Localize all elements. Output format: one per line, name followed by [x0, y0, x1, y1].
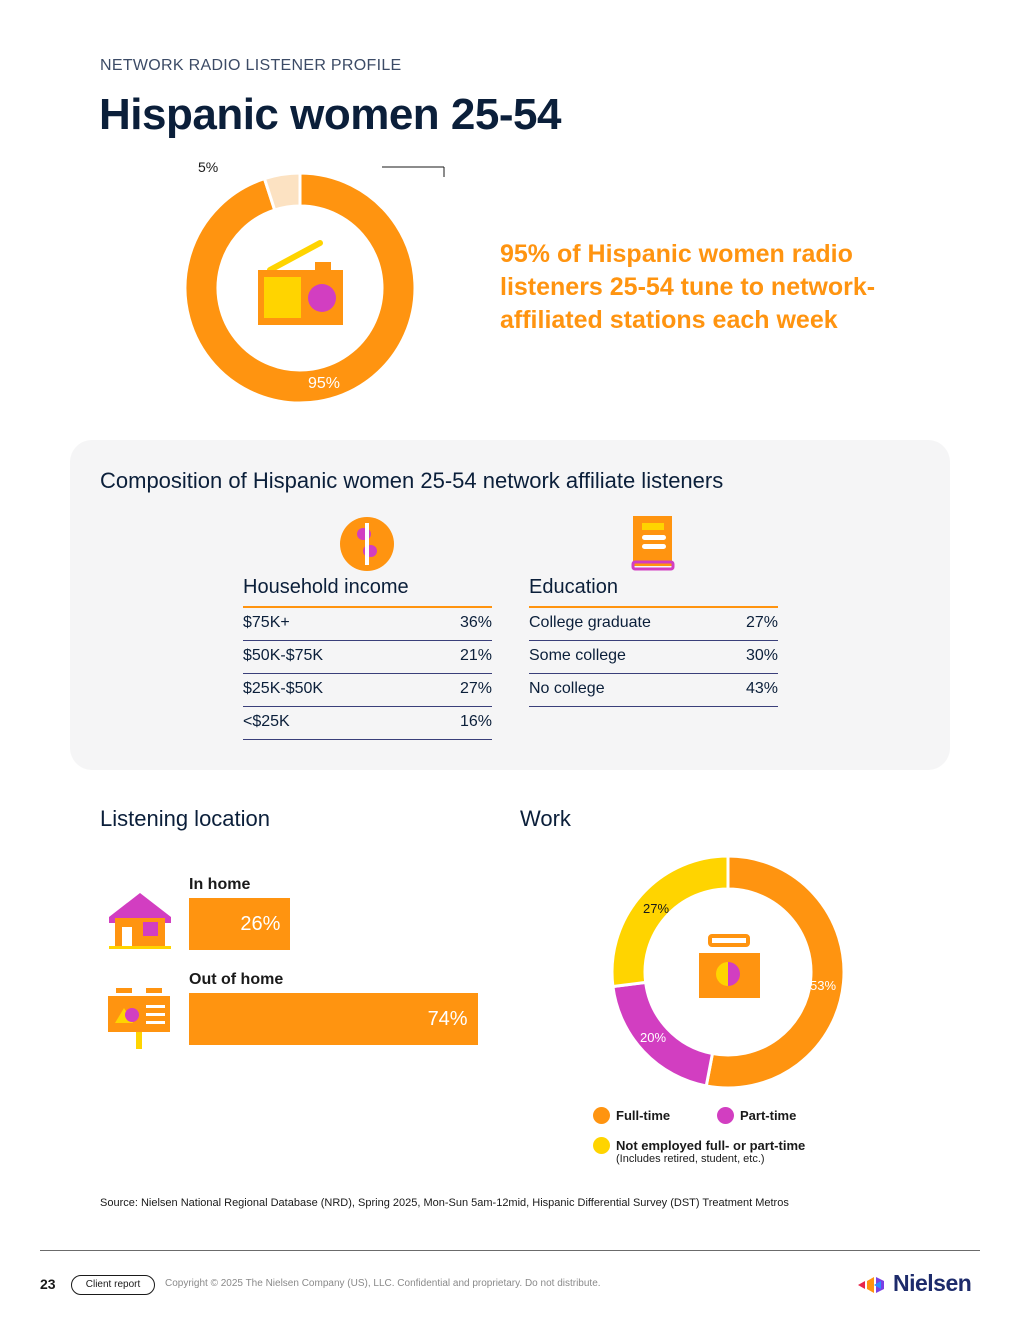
briefcase-icon	[699, 934, 760, 998]
table-row: <$25K 16%	[243, 707, 492, 740]
donut-slice-network	[183, 171, 417, 405]
table-row: Some college 30%	[529, 641, 778, 674]
income-heading: Household income	[243, 576, 492, 608]
house-icon	[109, 893, 171, 949]
row-value: 27%	[745, 614, 778, 631]
slice-label-not-employed: 27%	[643, 901, 669, 916]
nielsen-logo-icon	[858, 1277, 884, 1293]
bar-out-of-home: 74%	[189, 993, 478, 1045]
row-label: $75K+	[243, 614, 290, 631]
brand-name: Nielsen	[893, 1270, 972, 1296]
row-value: 27%	[459, 680, 492, 697]
table-row: $50K-$75K 21%	[243, 641, 492, 674]
work-heading: Work	[520, 806, 571, 831]
slice-label-other: 5%	[198, 159, 218, 175]
eyebrow: NETWORK RADIO LISTENER PROFILE	[100, 57, 402, 74]
legend-item-part-time: Part-time	[717, 1107, 796, 1124]
education-heading: Education	[529, 576, 778, 608]
row-label: <$25K	[243, 713, 290, 730]
location-heading: Listening location	[100, 806, 271, 831]
radio-icon	[258, 240, 343, 325]
row-label: No college	[529, 680, 605, 697]
legend-dot	[717, 1107, 734, 1124]
legend-dot	[593, 1107, 610, 1124]
table-row: College graduate 27%	[529, 608, 778, 641]
source-note: Source: Nielsen National Regional Databa…	[100, 1197, 789, 1209]
education-table: Education College graduate 27% Some colle…	[529, 576, 778, 707]
bar-in-home: 26%	[189, 898, 291, 950]
legend-dot	[593, 1137, 610, 1154]
table-row: No college 43%	[529, 674, 778, 707]
income-table: Household income $75K+ 36% $50K-$75K 21% $…	[243, 576, 492, 740]
page-title: Hispanic women 25-54	[99, 90, 561, 139]
row-label: $50K-$75K	[243, 647, 324, 664]
bar-label-in-home: In home	[189, 876, 251, 893]
legend-item-full-time: Full-time	[593, 1107, 670, 1124]
copyright: Copyright © 2025 The Nielsen Company (US…	[165, 1278, 601, 1289]
reach-donut-chart: 5% 95%	[183, 159, 445, 405]
composition-title: Composition of Hispanic women 25-54 netw…	[100, 468, 724, 493]
work-donut-chart: 53% 20% 27%	[610, 854, 846, 1090]
client-report-badge: Client report	[71, 1275, 155, 1295]
donut-slice-other	[262, 171, 302, 212]
row-value: 21%	[459, 647, 492, 664]
legend-item-not-employed: Not employed full- or part-time	[593, 1137, 805, 1154]
legend-label: Not employed full- or part-time	[616, 1138, 806, 1153]
book-icon	[631, 516, 675, 571]
reach-headline: 95% of Hispanic women radio listeners 25…	[500, 240, 876, 334]
composition-panel	[70, 440, 950, 770]
table-row: $25K-$50K 27%	[243, 674, 492, 707]
donut-slice-not-employed	[610, 854, 730, 989]
donut-slice-full-time	[704, 854, 846, 1090]
dollar-coin-icon	[340, 517, 394, 571]
legend-label: Part-time	[740, 1108, 797, 1123]
page-number: 23	[40, 1276, 56, 1292]
row-label: College graduate	[529, 614, 651, 631]
legend-label: Full-time	[616, 1108, 671, 1123]
slice-label-part-time: 20%	[640, 1030, 666, 1045]
slice-label-full-time: 53%	[810, 978, 836, 993]
row-label: $25K-$50K	[243, 680, 324, 697]
row-label: Some college	[529, 647, 626, 664]
legend-note: (Includes retired, student, etc.)	[616, 1153, 765, 1165]
row-value: 43%	[745, 680, 778, 697]
bar-label-out-of-home: Out of home	[189, 971, 284, 988]
row-value: 16%	[459, 713, 492, 730]
slice-label-network: 95%	[308, 375, 340, 392]
billboard-icon	[108, 988, 170, 1049]
row-value: 30%	[745, 647, 778, 664]
table-row: $75K+ 36%	[243, 608, 492, 641]
reach-slices	[183, 171, 417, 405]
footer-divider	[40, 1250, 980, 1251]
work-slices	[610, 854, 846, 1090]
row-value: 36%	[459, 614, 492, 631]
